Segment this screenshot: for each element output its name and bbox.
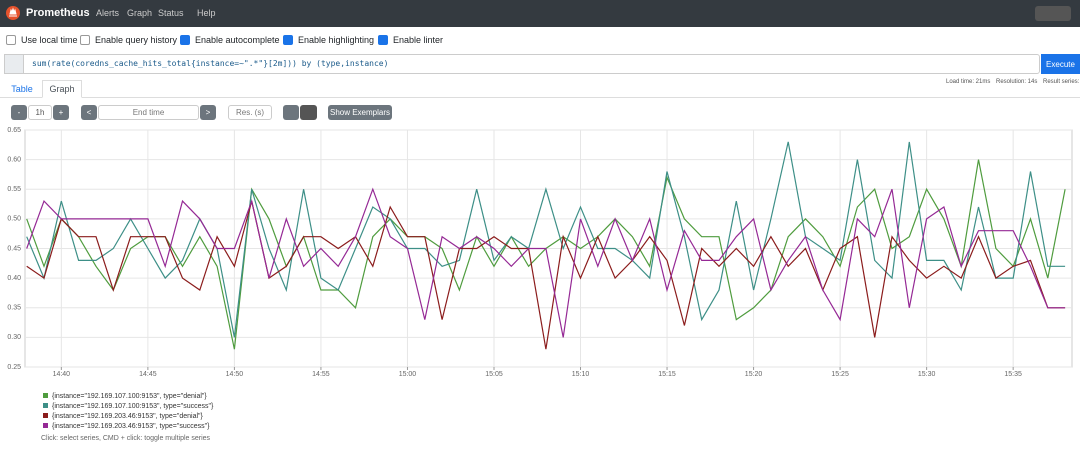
range-input[interactable]: 1h: [28, 105, 52, 120]
x-tick-label: 15:20: [745, 371, 763, 378]
line-mode[interactable]: [283, 105, 299, 120]
brand[interactable]: Prometheus: [26, 7, 90, 19]
stacked-mode[interactable]: [300, 105, 317, 120]
nav-link[interactable]: Graph: [127, 8, 153, 18]
tab-label: Graph: [49, 84, 75, 94]
prev-button[interactable]: <: [81, 105, 97, 120]
option-label: Enable highlighting: [298, 35, 375, 45]
navbar: Prometheus Alerts Graph Status Help: [0, 0, 1080, 27]
y-tick-label: 0.50: [7, 216, 21, 223]
range-minus[interactable]: -: [11, 105, 27, 120]
y-tick-label: 0.40: [7, 275, 21, 282]
next-button[interactable]: >: [200, 105, 216, 120]
legend-swatch: [43, 423, 48, 428]
y-tick-label: 0.45: [7, 245, 21, 252]
legend-swatch: [43, 403, 48, 408]
checkbox[interactable]: [6, 35, 16, 45]
y-tick-label: 0.60: [7, 156, 21, 163]
checkbox[interactable]: [283, 35, 293, 45]
option-label: Enable query history: [95, 35, 178, 45]
legend-label: {instance="192.169.203.46:9153", type="d…: [52, 413, 204, 420]
x-tick-label: 14:40: [53, 371, 71, 378]
x-tick-label: 15:30: [918, 371, 936, 378]
legend-label: {instance="192.169.107.100:9153", type="…: [52, 403, 214, 410]
y-tick-label: 0.65: [7, 127, 21, 134]
checkbox[interactable]: [180, 35, 190, 45]
x-tick-label: 15:05: [485, 371, 503, 378]
y-tick-label: 0.55: [7, 186, 21, 193]
x-tick-label: 15:00: [399, 371, 417, 378]
nav-link[interactable]: Alerts: [96, 8, 120, 18]
resolution-input[interactable]: Res. (s): [228, 105, 272, 120]
option[interactable]: Enable highlighting: [283, 35, 374, 45]
series-line: [26, 200, 1066, 350]
option-label: Enable autocomplete: [195, 35, 280, 45]
end-time-input[interactable]: End time: [98, 105, 199, 120]
option[interactable]: Enable autocomplete: [180, 35, 280, 45]
stat: Load time: 21ms: [946, 79, 991, 85]
legend-label: {instance="192.169.203.46:9153", type="s…: [52, 423, 210, 430]
logo: [6, 6, 20, 20]
stat: Resolution: 14s: [996, 79, 1038, 85]
x-tick-label: 14:45: [139, 371, 157, 378]
x-tick-label: 15:15: [658, 371, 676, 378]
x-tick-label: 14:50: [226, 371, 244, 378]
search-icon: [4, 54, 24, 74]
x-tick-label: 15:25: [831, 371, 849, 378]
option[interactable]: Enable query history: [80, 35, 177, 45]
nav-link[interactable]: Status: [158, 8, 184, 18]
tab[interactable]: Table: [4, 80, 40, 97]
series-line: [26, 187, 1066, 338]
y-tick-label: 0.30: [7, 334, 21, 341]
checkbox[interactable]: [378, 35, 388, 45]
stat: Result series:: [1043, 79, 1080, 85]
x-tick-label: 15:10: [572, 371, 590, 378]
x-tick-label: 14:55: [312, 371, 330, 378]
checkbox[interactable]: [80, 35, 90, 45]
option-label: Use local time: [21, 35, 78, 45]
x-tick-label: 15:35: [1004, 371, 1022, 378]
tab-label: Table: [11, 83, 33, 94]
legend-hint: Click: select series, CMD + click: toggl…: [41, 435, 211, 442]
legend-label: {instance="192.169.107.100:9153", type="…: [52, 393, 207, 400]
y-tick-label: 0.25: [7, 364, 21, 371]
option[interactable]: Use local time: [6, 35, 78, 45]
option[interactable]: Enable linter: [378, 35, 443, 45]
y-tick-label: 0.35: [7, 305, 21, 312]
exemplars-button[interactable]: Show Exemplars: [328, 105, 392, 120]
nav-link[interactable]: Help: [197, 8, 216, 18]
option-label: Enable linter: [393, 35, 444, 45]
legend-swatch: [43, 413, 48, 418]
execute-button[interactable]: Execute: [1041, 54, 1080, 74]
theme-toggle[interactable]: [1035, 6, 1071, 21]
tab[interactable]: Graph: [42, 80, 82, 98]
range-plus[interactable]: +: [53, 105, 69, 120]
query-text[interactable]: sum(rate(coredns_cache_hits_total{instan…: [32, 59, 389, 68]
tab-border: [0, 97, 1080, 98]
legend-swatch: [43, 393, 48, 398]
